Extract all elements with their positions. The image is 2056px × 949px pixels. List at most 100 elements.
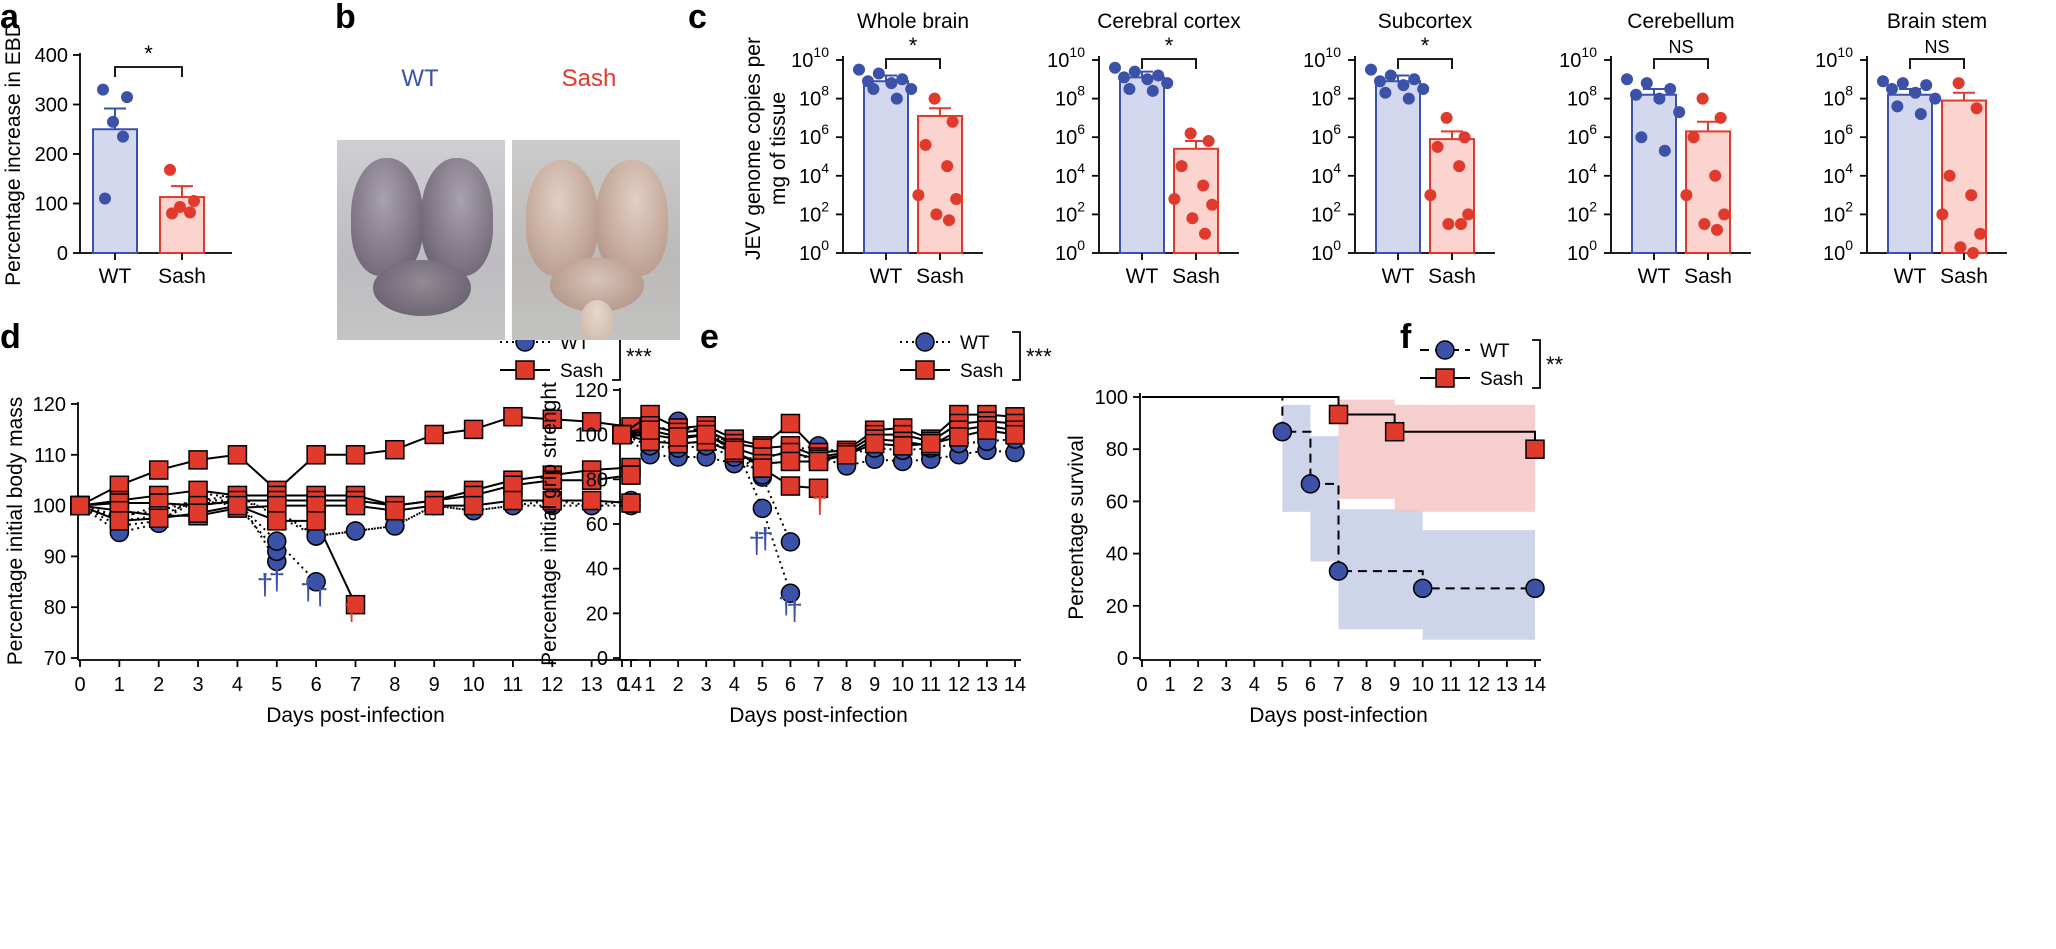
panel-letter-f: f	[1400, 318, 1412, 356]
data-point	[853, 63, 865, 76]
y-tick-label: 100	[1823, 237, 1853, 265]
y-tick-base: 10	[799, 166, 821, 188]
bar-wt	[1119, 76, 1165, 255]
data-point-sash	[267, 511, 287, 531]
data-point	[97, 83, 109, 96]
y-tick-label: 80	[1106, 439, 1128, 461]
data-point	[1891, 100, 1904, 113]
y-tick-exponent: 6	[1845, 121, 1853, 137]
data-point	[1929, 92, 1942, 105]
data-point	[1408, 73, 1421, 86]
data-point	[1206, 198, 1219, 211]
y-tick-label: 80	[586, 469, 608, 491]
data-point-sash	[345, 445, 366, 465]
x-tick-label: 1	[1165, 674, 1176, 696]
y-axis-label: Percentage initial grip strenght	[538, 382, 561, 666]
y-axis-label-line: mg of tissue	[767, 92, 790, 205]
data-point	[928, 92, 941, 105]
ci-band-wt	[1422, 530, 1535, 640]
data-point	[1397, 79, 1410, 92]
x-tick-label: Sash	[158, 265, 206, 288]
data-point-sash	[1384, 421, 1405, 442]
panel-letter-e: e	[700, 318, 719, 356]
y-tick-exponent: 2	[1589, 198, 1597, 214]
y-tick-base: 10	[1055, 166, 1077, 188]
ci-band-wt	[1282, 404, 1311, 512]
x-tick-label: 14	[620, 674, 642, 696]
y-tick-exponent: 4	[821, 160, 829, 176]
data-point	[1714, 111, 1727, 124]
y-tick-label: 1010	[791, 44, 829, 72]
x-tick-label: WT	[1382, 265, 1415, 288]
y-tick-base: 10	[1303, 50, 1325, 72]
y-tick-label: 120	[575, 380, 608, 402]
data-point-sash	[808, 478, 829, 499]
data-point-sash	[424, 495, 444, 516]
y-tick-label: 60	[1106, 491, 1128, 513]
y-tick-base: 10	[1311, 166, 1333, 188]
y-tick-label: 300	[35, 95, 68, 117]
x-axis-label: Days post-infection	[729, 704, 908, 727]
y-tick-exponent: 2	[1077, 198, 1085, 214]
data-point	[1365, 63, 1377, 76]
data-point-sash	[306, 511, 326, 531]
data-point-sash	[977, 420, 997, 440]
y-axis-label-line: JEV genome copies per	[742, 37, 765, 260]
data-point-sash	[780, 476, 801, 496]
brain-label-wt: WT	[401, 65, 439, 92]
x-tick-label: 4	[232, 674, 243, 696]
panel-c-charts: JEV genome copies permg of tissue1001021…	[742, 10, 2007, 288]
data-point	[99, 192, 111, 205]
death-marker-wt: †	[757, 523, 774, 556]
data-point-sash	[503, 406, 523, 427]
x-tick-label: 9	[1389, 674, 1400, 696]
data-point	[1384, 69, 1397, 82]
data-point-wt	[1300, 474, 1321, 494]
significance-bracket-label: *	[909, 33, 918, 58]
x-tick-label: 12	[1468, 674, 1490, 696]
bar-wt	[863, 80, 909, 255]
x-tick-label: 10	[462, 674, 484, 696]
data-point	[1118, 71, 1130, 84]
y-tick-label: 80	[44, 597, 66, 619]
x-tick-label: 2	[153, 674, 164, 696]
data-point	[941, 160, 954, 173]
y-tick-base: 10	[1311, 204, 1333, 226]
panel-letter-d: d	[0, 318, 21, 356]
data-point	[1658, 144, 1671, 157]
y-tick-base: 10	[1815, 50, 1837, 72]
data-point-sash	[542, 470, 563, 490]
significance-bracket-label: NS	[1924, 37, 1949, 57]
data-point-sash	[581, 490, 602, 511]
data-point-sash	[696, 424, 716, 445]
y-tick-label: 106	[799, 121, 829, 149]
brain-photo-sash	[512, 140, 680, 340]
significance-bracket	[114, 66, 183, 77]
data-point	[1184, 127, 1197, 140]
significance-bracket-label: *	[144, 41, 153, 66]
x-tick-label: Sash	[1940, 265, 1988, 288]
data-point	[1877, 75, 1889, 88]
data-point-sash	[921, 433, 941, 454]
data-point	[950, 192, 963, 205]
y-tick-exponent: 2	[1845, 198, 1853, 214]
brain-label-sash: Sash	[562, 65, 617, 92]
data-point-sash	[1005, 424, 1025, 445]
subplot-title: Cerebellum	[1627, 10, 1734, 33]
significance-bracket	[1653, 58, 1709, 69]
y-tick-label: 102	[799, 198, 829, 226]
y-tick-base: 10	[1823, 89, 1845, 111]
data-point	[1186, 212, 1199, 225]
data-point	[1417, 82, 1430, 95]
data-point-sash	[621, 465, 641, 485]
data-point	[1974, 227, 1987, 240]
y-tick-base: 10	[799, 127, 821, 149]
data-point	[1640, 77, 1653, 90]
x-tick-label: 11	[503, 674, 524, 696]
y-tick-exponent: 8	[1077, 83, 1085, 99]
y-tick-label: 1010	[1047, 44, 1085, 72]
data-point	[1462, 208, 1475, 221]
